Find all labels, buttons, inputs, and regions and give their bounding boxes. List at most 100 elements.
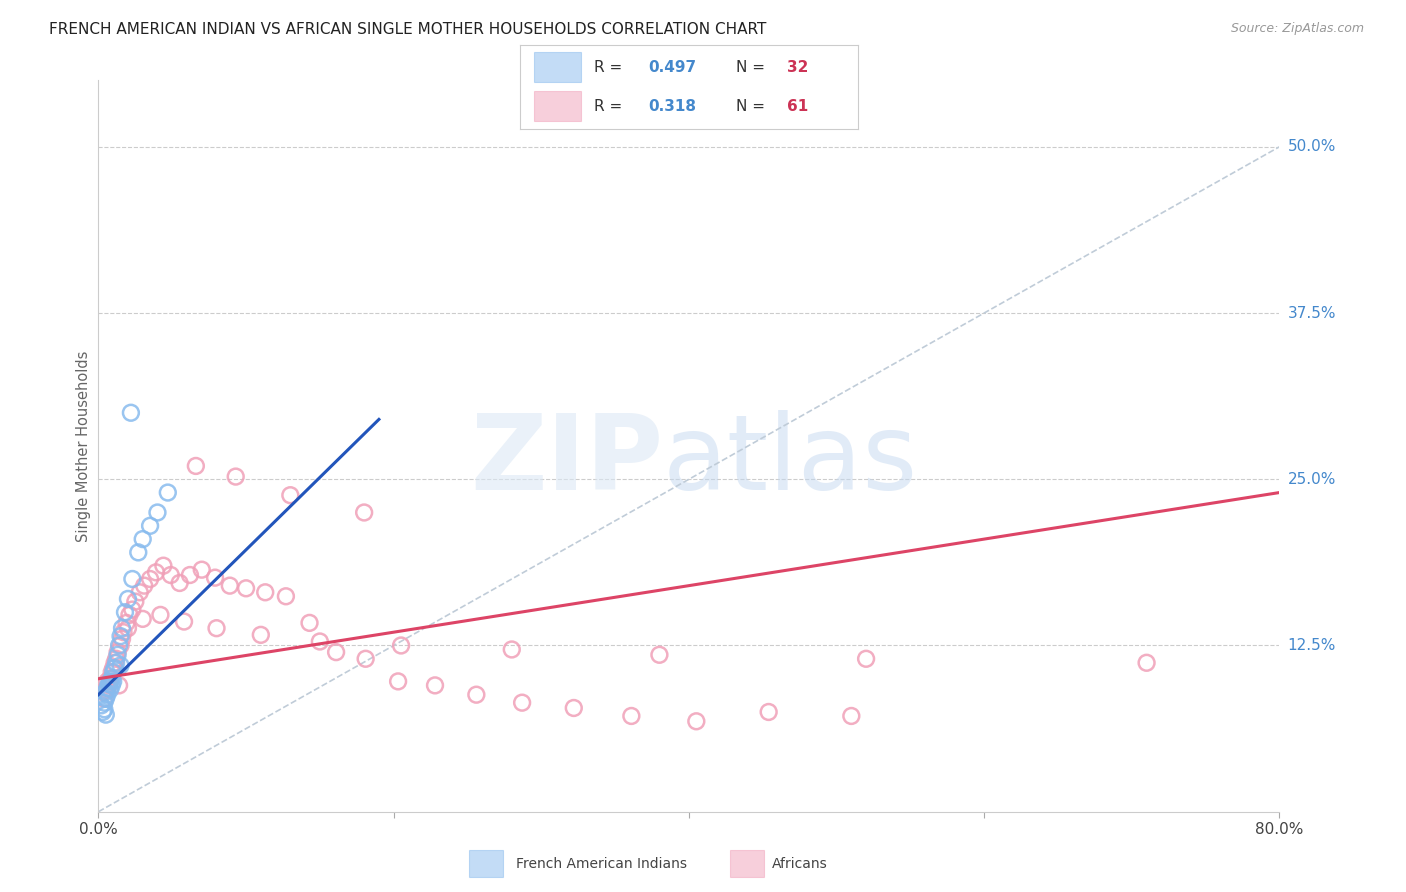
Point (104, 656, 127, 670)
Point (132, 612, 155, 626)
Point (225, 469, 247, 483)
Text: 0.497: 0.497 (648, 60, 696, 75)
Point (620, 709, 643, 723)
Point (111, 621, 134, 635)
Point (111, 632, 134, 646)
Text: 25.0%: 25.0% (1288, 472, 1336, 487)
Bar (534, 53, 581, 82)
Point (96, 681, 118, 695)
Text: Africans: Africans (772, 857, 827, 871)
Point (501, 642, 523, 657)
Point (758, 705, 780, 719)
Point (465, 688, 488, 702)
Point (103, 674, 125, 689)
Point (218, 579, 240, 593)
Point (97, 677, 120, 691)
Point (648, 648, 671, 662)
Text: 50.0%: 50.0% (1288, 139, 1336, 154)
Point (149, 607, 172, 622)
Point (128, 585, 150, 599)
Point (112, 625, 135, 640)
Point (108, 639, 131, 653)
Point (191, 563, 214, 577)
Text: Source: ZipAtlas.com: Source: ZipAtlas.com (1230, 22, 1364, 36)
Text: N =: N = (737, 60, 765, 75)
Point (97, 678, 120, 692)
Point (1135, 656, 1157, 670)
Point (105, 652, 128, 666)
Text: 32: 32 (787, 60, 808, 75)
Point (278, 488, 302, 502)
Point (103, 661, 125, 675)
Point (110, 658, 132, 673)
Point (389, 639, 412, 653)
Point (127, 545, 149, 559)
Point (103, 665, 125, 679)
Point (110, 639, 132, 653)
Point (91, 705, 114, 719)
Point (94, 707, 117, 722)
Point (423, 678, 446, 692)
Bar (470, 850, 503, 878)
Point (107, 645, 129, 659)
Point (353, 506, 375, 520)
Point (120, 406, 142, 420)
Point (134, 579, 156, 593)
Point (250, 628, 273, 642)
Point (114, 605, 136, 619)
Point (98, 682, 121, 697)
Point (121, 602, 143, 616)
Point (108, 678, 131, 692)
Point (152, 558, 174, 573)
Point (205, 621, 228, 635)
Point (855, 652, 877, 666)
Point (685, 714, 707, 729)
Point (309, 634, 332, 648)
Point (274, 589, 297, 603)
Point (159, 568, 181, 582)
Bar (534, 91, 581, 120)
Point (117, 591, 139, 606)
Text: 12.5%: 12.5% (1288, 638, 1336, 653)
Text: 0.318: 0.318 (648, 99, 696, 114)
Point (100, 665, 122, 679)
Point (90, 698, 112, 713)
Point (254, 585, 277, 599)
Point (146, 506, 169, 520)
Text: N =: N = (737, 99, 765, 114)
Y-axis label: Single Mother Households: Single Mother Households (76, 351, 91, 541)
Point (100, 672, 122, 686)
Text: R =: R = (595, 99, 623, 114)
Point (173, 615, 195, 629)
Point (124, 594, 146, 608)
Point (107, 648, 129, 662)
Point (298, 615, 321, 630)
Text: French American Indians: French American Indians (516, 857, 686, 871)
Point (94, 685, 117, 699)
Text: 61: 61 (787, 99, 808, 114)
Point (96, 674, 118, 689)
Point (117, 621, 139, 635)
Point (100, 678, 122, 692)
Point (93, 691, 115, 706)
Point (93, 696, 115, 710)
Point (354, 652, 377, 666)
Point (204, 571, 226, 585)
Point (94, 691, 117, 706)
Point (98, 674, 121, 689)
Point (510, 696, 533, 710)
Point (104, 661, 127, 675)
Point (184, 458, 207, 473)
Point (94, 682, 117, 697)
Point (235, 582, 257, 596)
Point (387, 674, 409, 689)
Point (139, 518, 162, 533)
Point (156, 485, 179, 500)
Text: ZIP: ZIP (470, 409, 664, 512)
Point (839, 709, 862, 723)
Point (179, 568, 201, 582)
Text: atlas: atlas (664, 409, 918, 512)
Point (115, 615, 138, 630)
Point (145, 566, 167, 580)
Point (98, 672, 121, 686)
